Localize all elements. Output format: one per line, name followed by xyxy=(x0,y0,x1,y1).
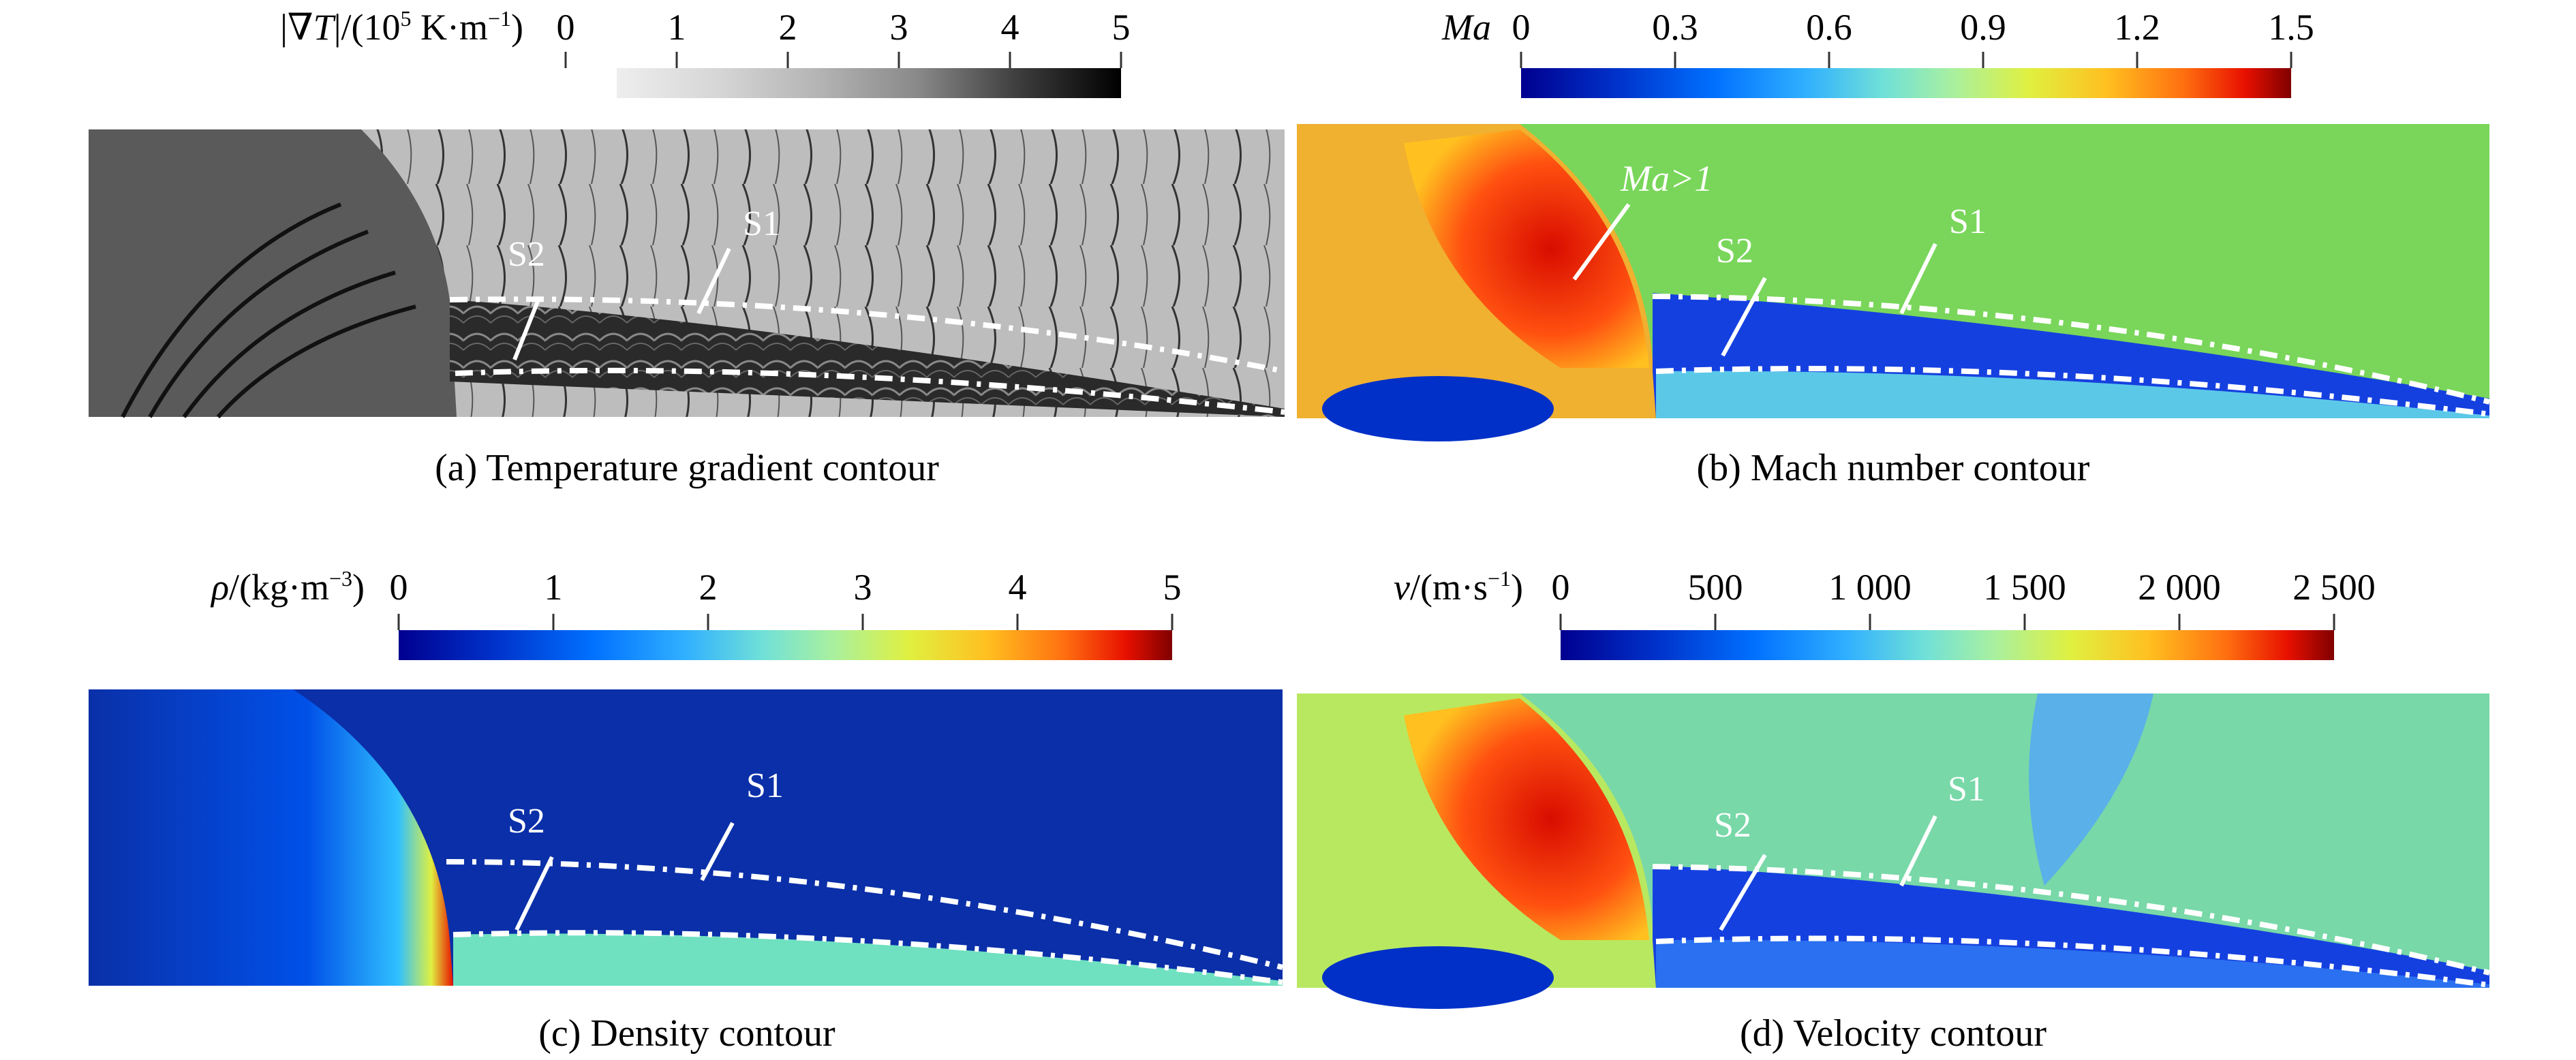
colorbar-tick-label: 0.6 xyxy=(1806,7,1852,48)
contour-b-lower xyxy=(1656,371,2489,418)
pointer-b-s2 xyxy=(1721,277,1767,357)
label-c-s1: S1 xyxy=(746,766,784,805)
label-d-s2: S2 xyxy=(1714,806,1751,845)
colorbar-b-gradient xyxy=(1521,68,2291,98)
colorbar-d: v/(m·s−1) 0 500 1 000 1 500 2 000 2 500 xyxy=(1394,566,2376,660)
contour-c-left-region xyxy=(89,689,453,986)
colorbar-c-gradient xyxy=(399,630,1172,660)
contour-a-line-s2 xyxy=(455,367,1285,415)
label-a-s2: S2 xyxy=(508,235,545,274)
colorbar-tick-label: 0.9 xyxy=(1960,7,2006,48)
contour-b: Ma>1 S2 S1 xyxy=(1297,124,2490,441)
colorbar-tick-label: 0 xyxy=(557,7,575,48)
contour-a-shock-waves xyxy=(121,202,416,418)
colorbar-tick-label: 0 xyxy=(1552,567,1570,608)
colorbar-b-title: Ma xyxy=(1441,7,1491,48)
caption-d: (d) Velocity contour xyxy=(1740,1012,2046,1055)
colorbar-tick-label: 0 xyxy=(1512,7,1531,48)
contour-a-jet-dark xyxy=(450,300,1285,417)
contour-b-supersonic xyxy=(1404,129,1649,368)
colorbar-tick-label: 2 000 xyxy=(2138,567,2221,608)
pointer-a-s1 xyxy=(696,247,731,315)
colorbar-d-gradient xyxy=(1561,630,2334,660)
colorbar-c: ρ/(kg·m−3) 0 1 2 3 4 5 xyxy=(210,566,1182,660)
contour-a-shock-region xyxy=(89,129,457,417)
caption-a: (a) Temperature gradient contour xyxy=(435,447,939,489)
colorbar-tick-label: 0 xyxy=(390,567,408,608)
colorbar-c-ticks: 0 1 2 3 4 5 xyxy=(390,567,1182,630)
contour-c-lower xyxy=(453,933,1283,986)
colorbar-tick-label: 500 xyxy=(1688,567,1743,608)
contour-d-high-velocity xyxy=(1404,698,1649,940)
colorbar-tick-label: 1.5 xyxy=(2268,7,2314,48)
contour-d: S2 S1 xyxy=(1297,693,2490,1009)
label-a-s1: S1 xyxy=(743,204,780,243)
label-b-s1: S1 xyxy=(1949,202,1987,241)
label-d-s1: S1 xyxy=(1948,770,1985,809)
contour-d-line-s1 xyxy=(1652,864,2490,976)
colorbar-tick-label: 1 500 xyxy=(1983,567,2066,608)
contour-b-line-s1 xyxy=(1652,294,2490,405)
colorbar-tick-label: 1 000 xyxy=(1828,567,1912,608)
contour-c-line-s2 xyxy=(453,930,1283,985)
colorbar-tick-label: 1 xyxy=(668,7,686,48)
pointer-a-s2 xyxy=(512,298,540,361)
contour-d-lower xyxy=(1656,939,2489,988)
contour-c: S2 S1 xyxy=(89,689,1283,986)
colorbar-tick-label: 2 xyxy=(779,7,797,48)
colorbar-d-ticks: 0 500 1 000 1 500 2 000 2 500 xyxy=(1552,567,2376,630)
colorbar-tick-label: 4 xyxy=(1001,7,1019,48)
contour-b-low-pocket xyxy=(1322,376,1554,441)
pointer-c-s1 xyxy=(700,822,735,882)
colorbar-a: |∇T|/(105 K·m−1) 0 1 2 3 4 5 xyxy=(280,6,1131,98)
caption-c: (c) Density contour xyxy=(538,1012,835,1055)
label-b-ma: Ma>1 xyxy=(1620,158,1713,199)
contour-d-low-pocket xyxy=(1322,946,1554,1009)
colorbar-tick-label: 3 xyxy=(890,7,908,48)
colorbar-tick-label: 3 xyxy=(854,567,872,608)
colorbar-tick-label: 4 xyxy=(1009,567,1027,608)
contour-a-line-s1 xyxy=(449,296,1285,374)
colorbar-tick-label: 1 xyxy=(545,567,563,608)
pointer-d-s2 xyxy=(1719,854,1767,931)
colorbar-tick-label: 5 xyxy=(1112,7,1131,48)
colorbar-b: Ma 0 0.3 0.6 0.9 1.2 1.5 xyxy=(1441,7,2314,98)
colorbar-tick-label: 2 500 xyxy=(2293,567,2376,608)
pointer-b-s1 xyxy=(1899,243,1937,315)
caption-b: (b) Mach number contour xyxy=(1697,447,2090,489)
contour-c-line-s1 xyxy=(446,859,1283,970)
panel-b: Ma 0 0.3 0.6 0.9 1.2 1.5 Ma>1 S2 S1 (b) Mach … xyxy=(1297,7,2490,489)
colorbar-b-ticks: 0 0.3 0.6 0.9 1.2 1.5 xyxy=(1512,7,2314,68)
colorbar-a-gradient xyxy=(617,68,1121,98)
pointer-d-s1 xyxy=(1899,815,1937,887)
contour-d-line-s2 xyxy=(1655,935,2490,988)
colorbar-a-ticks: 0 1 2 3 4 5 xyxy=(557,7,1131,68)
contour-b-line-s2 xyxy=(1655,366,2490,417)
panel-d: v/(m·s−1) 0 500 1 000 1 500 2 000 2 500 S2 S1… xyxy=(1297,566,2490,1055)
panel-a: |∇T|/(105 K·m−1) 0 1 2 3 4 5 S2 S1 (a) Temper… xyxy=(89,6,1285,489)
colorbar-d-title: v/(m·s−1) xyxy=(1394,566,1523,608)
colorbar-tick-label: 2 xyxy=(699,567,718,608)
colorbar-c-title: ρ/(kg·m−3) xyxy=(210,566,365,608)
colorbar-tick-label: 5 xyxy=(1163,567,1182,608)
colorbar-tick-label: 0.3 xyxy=(1652,7,1698,48)
label-b-s2: S2 xyxy=(1716,232,1753,270)
colorbar-tick-label: 1.2 xyxy=(2114,7,2160,48)
contour-d-blue-wedge xyxy=(2029,693,2153,886)
colorbar-a-title: |∇T|/(105 K·m−1) xyxy=(280,6,523,48)
pointer-b-ma xyxy=(1572,203,1631,281)
panel-c: ρ/(kg·m−3) 0 1 2 3 4 5 S2 S1 (c) Density cont… xyxy=(89,566,1283,1055)
pointer-c-s2 xyxy=(515,856,554,931)
contour-a: S2 S1 xyxy=(89,129,1285,418)
label-c-s2: S2 xyxy=(508,802,545,841)
